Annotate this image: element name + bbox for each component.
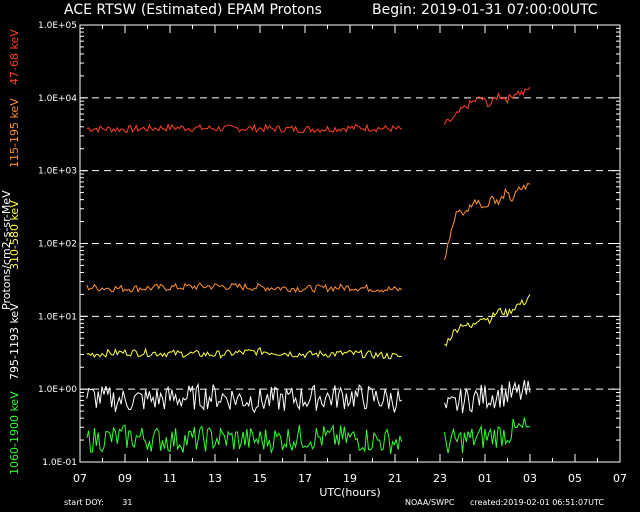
start-doy: start DOY: 31 <box>64 498 132 507</box>
y-axis-labels: 47-68 keV 115-195 keV 310-580 keV Proton… <box>0 0 24 512</box>
x-tick-label-10: 03 <box>523 472 537 485</box>
chart-title: ACE RTSW (Estimated) EPAM Protons <box>64 2 322 18</box>
ylabel-unit: Protons/cm2-s-sr-MeV <box>0 190 13 310</box>
x-tick-label-5: 17 <box>298 472 312 485</box>
begin-time: Begin: 2019-01-31 07:00:00UTC <box>372 2 598 18</box>
x-tick-label-8: 23 <box>433 472 447 485</box>
x-tick-label-6: 19 <box>343 472 357 485</box>
chart-header: ACE RTSW (Estimated) EPAM Protons Begin:… <box>0 2 640 22</box>
ylabel-ch5: 1060-1900 keV <box>8 391 21 475</box>
series-line-ch2-1 <box>444 182 531 261</box>
y-tick-label-2: 1.0E+01 <box>38 312 77 322</box>
x-tick-label-4: 15 <box>253 472 267 485</box>
y-tick-label-6: 1.0E+05 <box>38 21 77 31</box>
series-line-ch3-0 <box>86 346 402 360</box>
ylabel-ch4: 795-1193 keV <box>8 303 21 380</box>
series-line-ch5-1 <box>444 417 531 454</box>
y-tick-label-3: 1.0E+02 <box>38 240 77 250</box>
series-line-ch4-0 <box>86 382 402 414</box>
start-doy-value: 31 <box>122 498 133 507</box>
x-tick-label-9: 01 <box>478 472 492 485</box>
x-tick-label-11: 05 <box>568 472 582 485</box>
series-line-ch1-0 <box>86 123 403 134</box>
created-timestamp: created:2019-02-01 06:51:07UTC <box>470 498 604 507</box>
x-tick-label-12: 07 <box>613 472 627 485</box>
series-line-ch4-1 <box>444 380 531 414</box>
series-line-ch5-0 <box>86 423 403 455</box>
x-tick-label-7: 21 <box>388 472 402 485</box>
ylabel-ch1: 47-68 keV <box>8 29 21 85</box>
y-tick-label-5: 1.0E+04 <box>38 94 77 104</box>
data-source: NOAA/SWPC <box>405 498 455 507</box>
series-line-ch3-1 <box>444 294 531 347</box>
x-axis-label: UTC(hours) <box>319 486 380 499</box>
x-tick-label-0: 07 <box>73 472 87 485</box>
y-tick-label-0: 1.0E-01 <box>42 458 77 468</box>
x-tick-label-2: 11 <box>163 472 177 485</box>
series-line-ch2-0 <box>86 282 403 294</box>
x-tick-label-1: 09 <box>118 472 132 485</box>
ylabel-ch2: 115-195 keV <box>8 98 21 168</box>
y-tick-label-1: 1.0E+00 <box>38 385 77 395</box>
series-line-ch1-1 <box>444 86 531 125</box>
y-tick-label-4: 1.0E+03 <box>38 167 77 177</box>
x-tick-label-3: 13 <box>208 472 222 485</box>
start-doy-label: start DOY: <box>64 498 104 507</box>
